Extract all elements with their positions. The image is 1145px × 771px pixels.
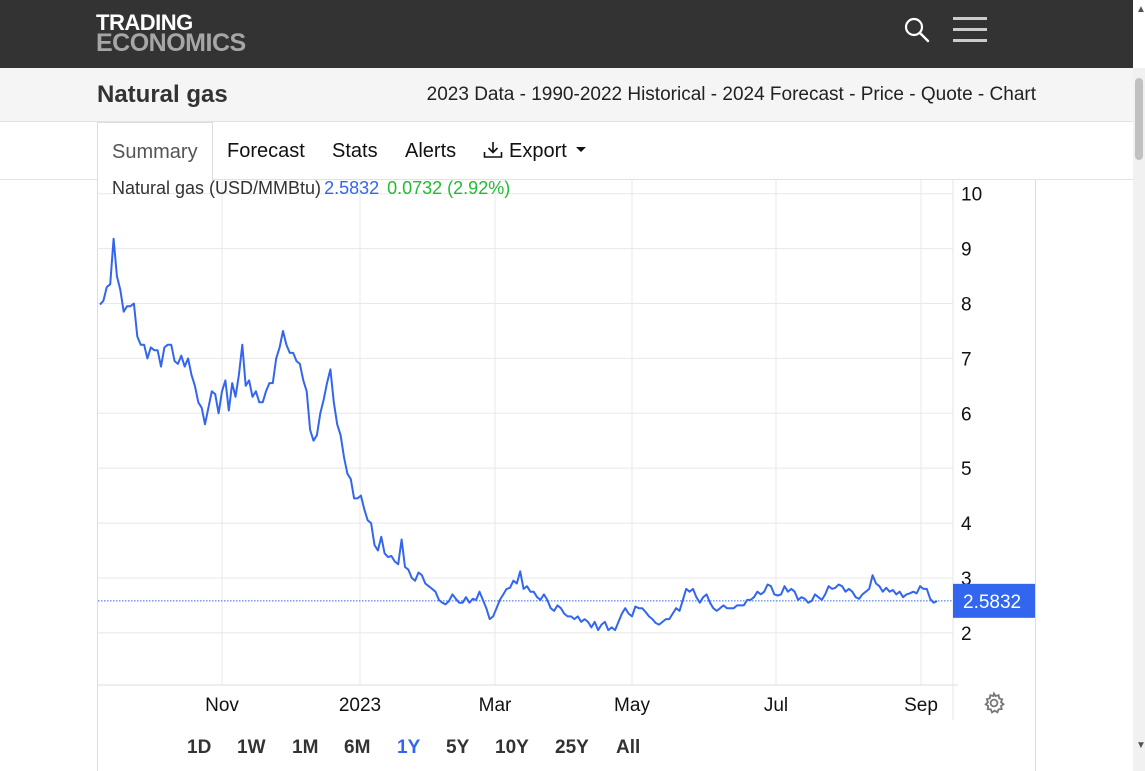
x-tick-label: May xyxy=(614,695,650,716)
caret-down-icon xyxy=(576,147,587,152)
range-6m[interactable]: 6M xyxy=(344,737,371,758)
download-icon xyxy=(483,142,503,158)
trading-economics-logo[interactable]: TRADING ECONOMICS xyxy=(96,10,246,57)
tabs-row: Summary Forecast Stats Alerts Export xyxy=(0,122,1133,181)
range-25y[interactable]: 25Y xyxy=(555,737,589,758)
y-tick-label: 4 xyxy=(961,514,972,535)
tab-summary-label: Summary xyxy=(112,141,198,163)
chart-legend: Natural gas (USD/MMBtu) 2.5832 0.0732 (2.9… xyxy=(112,178,510,199)
range-1y[interactable]: 1Y xyxy=(397,737,421,758)
y-tick-label: 5 xyxy=(961,459,972,480)
range-5y[interactable]: 5Y xyxy=(446,737,470,758)
y-tick-label: 10 xyxy=(961,185,982,206)
chart-grid xyxy=(98,180,953,685)
x-tick-label: Jul xyxy=(764,695,788,716)
top-navbar: TRADING ECONOMICS xyxy=(0,0,1133,68)
chart-frame xyxy=(97,180,1036,771)
range-1m[interactable]: 1M xyxy=(292,737,319,758)
scroll-down-arrow-icon[interactable]: ▼ xyxy=(1136,740,1145,751)
page-scrollbar[interactable] xyxy=(1133,68,1145,771)
natural-gas-price-line xyxy=(99,237,938,632)
range-10y[interactable]: 10Y xyxy=(495,737,529,758)
title-bar: Natural gas 2023 Data - 1990-2022 Histor… xyxy=(0,68,1133,122)
tab-forecast[interactable]: Forecast xyxy=(227,140,305,162)
y-axis-ticks: 2 3 4 5 6 7 8 9 10 xyxy=(961,185,982,645)
y-tick-label: 6 xyxy=(961,404,972,425)
logo-line1: TRADING xyxy=(96,10,193,35)
y-tick-label: 2 xyxy=(961,624,972,645)
y-tick-label: 8 xyxy=(961,295,972,316)
tab-export-label: Export xyxy=(509,140,567,162)
legend-change: 0.0732 (2.92%) xyxy=(387,178,511,198)
tab-export[interactable]: Export xyxy=(483,140,587,163)
x-axis-ticks: Nov 2023 Mar May Jul Sep xyxy=(205,695,938,716)
tab-stats[interactable]: Stats xyxy=(332,140,378,162)
tab-summary[interactable]: Summary xyxy=(97,122,213,181)
scroll-up-arrow-icon[interactable]: ▲ xyxy=(1136,4,1145,15)
y-tick-label: 9 xyxy=(961,240,972,261)
hamburger-menu-icon[interactable] xyxy=(953,16,987,44)
subtitle-links[interactable]: 2023 Data - 1990-2022 Historical - 2024 … xyxy=(426,84,1036,105)
legend-name: Natural gas (USD/MMBtu) xyxy=(112,178,322,198)
gear-icon[interactable] xyxy=(982,691,1006,715)
legend-price: 2.5832 xyxy=(324,178,380,198)
range-all[interactable]: All xyxy=(616,737,641,758)
x-tick-label: 2023 xyxy=(339,695,381,716)
last-price-box xyxy=(953,583,1035,618)
x-tick-label: Mar xyxy=(479,695,512,716)
search-icon[interactable] xyxy=(903,16,931,44)
x-tick-label: Sep xyxy=(904,695,938,716)
tab-alerts[interactable]: Alerts xyxy=(405,140,457,162)
logo-line2: ECONOMICS xyxy=(96,29,246,57)
scrollbar-thumb[interactable] xyxy=(1135,78,1143,160)
y-tick-label: 3 xyxy=(961,569,972,590)
page-title: Natural gas xyxy=(97,81,228,108)
range-1w[interactable]: 1W xyxy=(237,737,266,758)
range-1d[interactable]: 1D xyxy=(187,737,212,758)
y-tick-label: 7 xyxy=(961,349,972,370)
last-price-label: 2.5832 xyxy=(963,592,1021,613)
x-tick-label: Nov xyxy=(205,695,239,716)
